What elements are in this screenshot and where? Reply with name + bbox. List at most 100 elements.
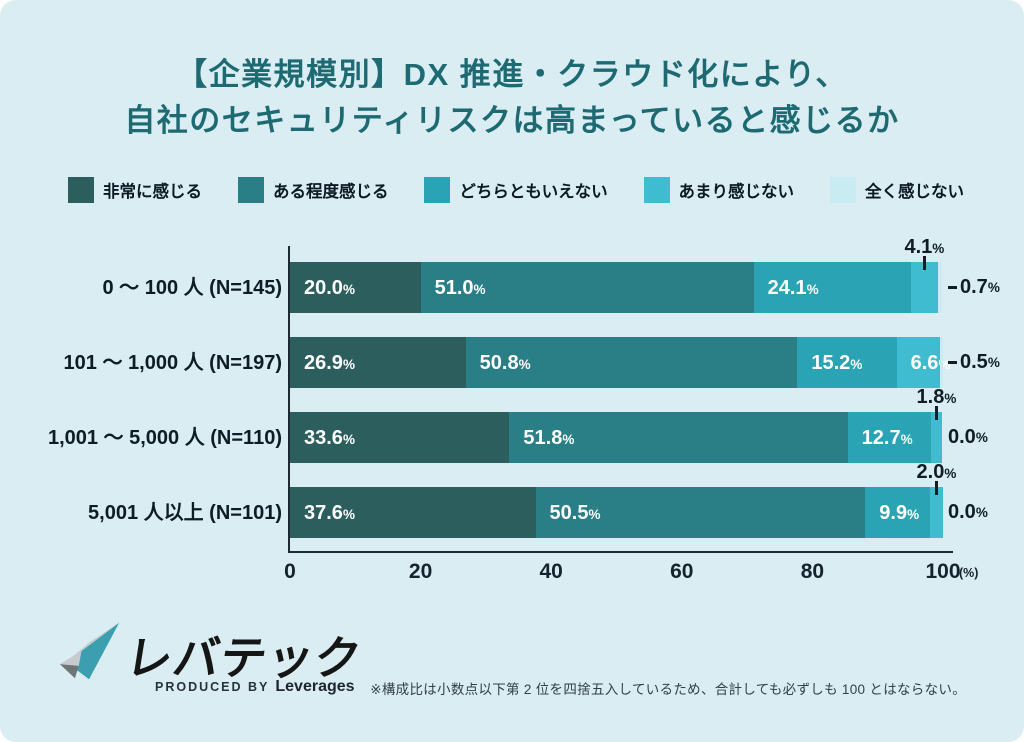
logo-company-name: Leverages: [275, 678, 355, 695]
percent-sign: %: [900, 431, 913, 447]
segment-value-label: 12.7%: [862, 425, 913, 451]
value-number: 26.9: [304, 351, 343, 374]
leader-dash: [948, 361, 957, 364]
percent-sign: %: [907, 506, 920, 522]
title-line-2: 自社のセキュリティリスクは高まっていると感じるか: [124, 103, 900, 138]
value-number: 0.5: [960, 351, 988, 373]
value-number: 24.1: [767, 276, 807, 299]
value-number: 9.9: [879, 501, 908, 524]
value-number: 33.6: [304, 426, 343, 449]
segment-value-label: 9.9%: [879, 500, 919, 526]
bar-segment: [290, 337, 466, 388]
value-number: 50.5: [549, 501, 589, 524]
legend-swatch: [424, 177, 451, 203]
legend-swatch: [829, 177, 856, 203]
callout-value-label: 1.8%: [917, 385, 957, 409]
legend-label: どちらともいえない: [459, 183, 608, 201]
bar-segment: [911, 262, 938, 313]
legend-item: どちらともいえない: [424, 177, 608, 203]
legend-label: 全く感じない: [864, 183, 964, 201]
bar-segment: [290, 412, 510, 463]
x-axis-tick-label: 20: [408, 560, 433, 583]
x-axis-line: [287, 550, 953, 553]
bar-segment: [465, 337, 798, 388]
bar-segment: [930, 412, 943, 463]
value-number: 12.7: [861, 426, 901, 449]
percent-sign: %: [944, 391, 957, 406]
title-line-1: 【企業規模別】DX 推進・クラウド化により、: [176, 57, 848, 92]
legend-swatch: [237, 177, 264, 203]
value-number: 1.8: [916, 386, 945, 408]
bar-segment: [929, 487, 943, 538]
percent-sign: %: [342, 431, 355, 447]
segment-value-label: 24.1%: [768, 275, 819, 301]
value-number: 20.0: [304, 276, 343, 299]
bar-segment: [509, 412, 848, 463]
value-number: 6.6: [910, 351, 939, 374]
value-number: 37.6: [304, 501, 343, 524]
percent-sign: %: [342, 506, 355, 522]
logo-subtitle: PRODUCED BY Leverages: [155, 678, 355, 696]
percent-sign: %: [518, 356, 531, 372]
callout-value-label: 4.1%: [904, 235, 944, 259]
percent-sign: %: [975, 430, 988, 445]
legend-item: あまり感じない: [643, 177, 795, 203]
callout-tick-line: [923, 256, 926, 270]
chart-legend: 非常に感じる ある程度感じる どちらともいえない あまり感じない 全く感じない: [68, 175, 964, 205]
value-number: 0.7: [960, 276, 988, 298]
legend-label: 非常に感じる: [103, 183, 202, 201]
legend-item: 非常に感じる: [68, 177, 202, 203]
callout-tick-line: [935, 481, 938, 495]
value-number: 2.0: [916, 461, 945, 483]
bar-segment: [290, 487, 536, 538]
percent-sign: %: [987, 280, 1000, 295]
bar-segment: [535, 487, 866, 538]
segment-value-label: 50.5%: [550, 500, 601, 526]
segment-value-label: 6.6%: [911, 350, 951, 376]
percent-sign: %: [987, 355, 1000, 370]
bar-segment: [420, 262, 754, 313]
bar-segment: [797, 337, 897, 388]
right-value-label: 0.0%: [948, 500, 988, 526]
bar-segment: [847, 412, 931, 463]
segment-value-label: 26.9%: [304, 350, 355, 376]
value-number: 0.0: [948, 426, 976, 448]
segment-value-label: 15.2%: [811, 350, 862, 376]
right-value-label: 0.5%: [948, 350, 1000, 376]
percent-sign: %: [932, 241, 945, 256]
value-number: 51.0: [434, 276, 474, 299]
logo-produced-by: PRODUCED BY: [155, 680, 270, 694]
bar-segment: [290, 262, 421, 313]
percent-sign: %: [342, 356, 355, 372]
stacked-bar-row: 33.6% 51.8% 12.7%: [290, 412, 943, 463]
page-title: 【企業規模別】DX 推進・クラウド化により、 自社のセキュリティリスクは高まって…: [0, 52, 1024, 144]
percent-sign: %: [473, 281, 486, 297]
percent-sign: %: [342, 281, 355, 297]
category-label: 101 〜 1,000 人 (N=197): [63, 351, 282, 374]
value-number: 51.8: [523, 426, 563, 449]
segment-value-label: 51.0%: [435, 275, 486, 301]
x-axis-tick-label: 100: [925, 560, 961, 583]
legend-label: ある程度感じる: [272, 183, 389, 201]
x-axis-tick-label: 80: [800, 560, 825, 583]
x-axis-tick-label: 40: [539, 560, 563, 583]
segment-value-label: 50.8%: [480, 350, 531, 376]
segment-value-label: 51.8%: [523, 425, 574, 451]
right-value-label: 0.7%: [948, 275, 1000, 301]
bar-segment: [896, 337, 940, 388]
legend-label: あまり感じない: [678, 183, 795, 201]
bar-segment: [939, 337, 943, 388]
category-label: 1,001 〜 5,000 人 (N=110): [47, 426, 282, 449]
percent-sign: %: [850, 356, 863, 372]
category-label: 0 〜 100 人 (N=145): [102, 276, 282, 299]
x-axis-tick-label: 60: [670, 560, 694, 583]
bar-segment: [865, 487, 930, 538]
percent-sign: %: [975, 505, 988, 520]
percent-sign: %: [562, 431, 575, 447]
legend-swatch: [68, 177, 94, 203]
right-value-label: 0.0%: [948, 425, 988, 451]
value-number: 4.1: [904, 236, 933, 258]
value-number: 0.0: [948, 501, 976, 523]
